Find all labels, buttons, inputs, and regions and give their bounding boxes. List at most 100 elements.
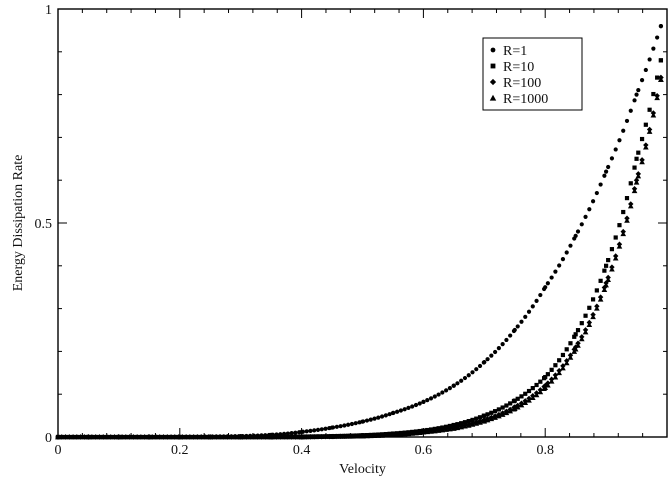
data-marker [436, 392, 441, 397]
data-marker [459, 378, 464, 383]
x-tick-label: 0.8 [536, 443, 554, 458]
legend-marker [489, 94, 497, 101]
data-marker [647, 57, 652, 62]
data-marker [312, 428, 317, 433]
data-marker [631, 188, 638, 194]
data-marker [613, 235, 618, 240]
data-marker [590, 314, 596, 320]
data-marker [387, 412, 392, 417]
data-marker [496, 413, 502, 419]
data-marker [327, 425, 332, 431]
data-marker [601, 286, 608, 292]
data-marker [538, 379, 543, 384]
data-marker [477, 363, 483, 369]
data-marker [390, 432, 397, 438]
data-marker [323, 426, 328, 431]
data-marker [606, 164, 611, 170]
data-marker [597, 296, 604, 302]
data-marker [526, 309, 532, 314]
data-marker [391, 410, 396, 416]
data-marker [639, 159, 645, 165]
data-marker [579, 321, 584, 326]
legend-label: R=1 [503, 44, 527, 59]
data-marker [553, 363, 558, 368]
data-marker [496, 407, 501, 412]
data-marker [609, 247, 615, 252]
data-marker [511, 406, 517, 412]
data-marker [410, 404, 415, 409]
x-axis-title: Velocity [339, 462, 386, 477]
data-marker [620, 231, 627, 237]
data-marker [315, 427, 321, 432]
data-marker [632, 98, 637, 103]
y-tick-label: 0 [45, 431, 52, 446]
data-marker [511, 328, 517, 334]
data-marker [523, 391, 528, 396]
data-marker [538, 292, 543, 298]
data-point [633, 179, 640, 185]
data-marker [534, 382, 539, 388]
data-marker [447, 386, 452, 391]
data-marker [557, 263, 562, 268]
data-marker [646, 128, 653, 134]
data-marker [481, 360, 486, 365]
x-tick-label: 0.4 [293, 443, 311, 458]
data-marker [485, 357, 490, 362]
data-marker [401, 431, 408, 437]
data-point [634, 92, 639, 97]
data-marker [503, 410, 510, 416]
data-marker [605, 276, 611, 282]
data-marker [508, 401, 513, 406]
data-marker [455, 381, 460, 386]
data-marker [319, 427, 324, 432]
data-marker [643, 67, 648, 73]
data-marker [534, 298, 539, 303]
data-marker [628, 181, 633, 186]
data-marker [545, 281, 550, 286]
data-marker [477, 415, 483, 420]
data-marker [594, 190, 599, 196]
data-marker [587, 305, 592, 310]
y-axis-title: Energy Dissipation Rate [11, 155, 26, 292]
data-marker [655, 75, 660, 80]
data-marker [289, 431, 294, 436]
data-marker [376, 415, 381, 420]
data-marker [594, 288, 599, 293]
data-marker [575, 328, 581, 333]
data-marker [413, 402, 419, 408]
data-marker [598, 278, 603, 283]
y-tick-label: 0.5 [35, 217, 53, 232]
data-marker [386, 432, 393, 438]
data-marker [624, 217, 630, 223]
data-marker [553, 269, 558, 274]
data-marker [647, 107, 652, 112]
data-marker [466, 373, 471, 378]
data-marker [654, 95, 660, 101]
x-tick-label: 0 [55, 443, 62, 458]
data-marker [500, 342, 505, 347]
data-marker [549, 367, 554, 372]
data-marker [485, 412, 490, 417]
data-marker [499, 411, 506, 417]
data-marker [515, 324, 520, 329]
x-tick-label: 0.6 [415, 443, 433, 458]
data-marker [639, 78, 645, 83]
data-marker [496, 346, 501, 351]
data-marker [474, 416, 479, 421]
data-marker [590, 199, 596, 204]
legend-marker [490, 63, 496, 69]
data-marker [293, 430, 298, 435]
data-marker [462, 420, 468, 425]
legend-label: R=1000 [503, 92, 548, 107]
data-marker [413, 430, 419, 436]
data-marker [383, 413, 388, 418]
data-marker [428, 396, 434, 401]
data-marker [409, 430, 416, 436]
data-marker [514, 404, 521, 410]
data-point [604, 263, 609, 268]
data-marker [421, 399, 426, 404]
data-marker [613, 147, 618, 152]
data-marker [567, 354, 574, 360]
